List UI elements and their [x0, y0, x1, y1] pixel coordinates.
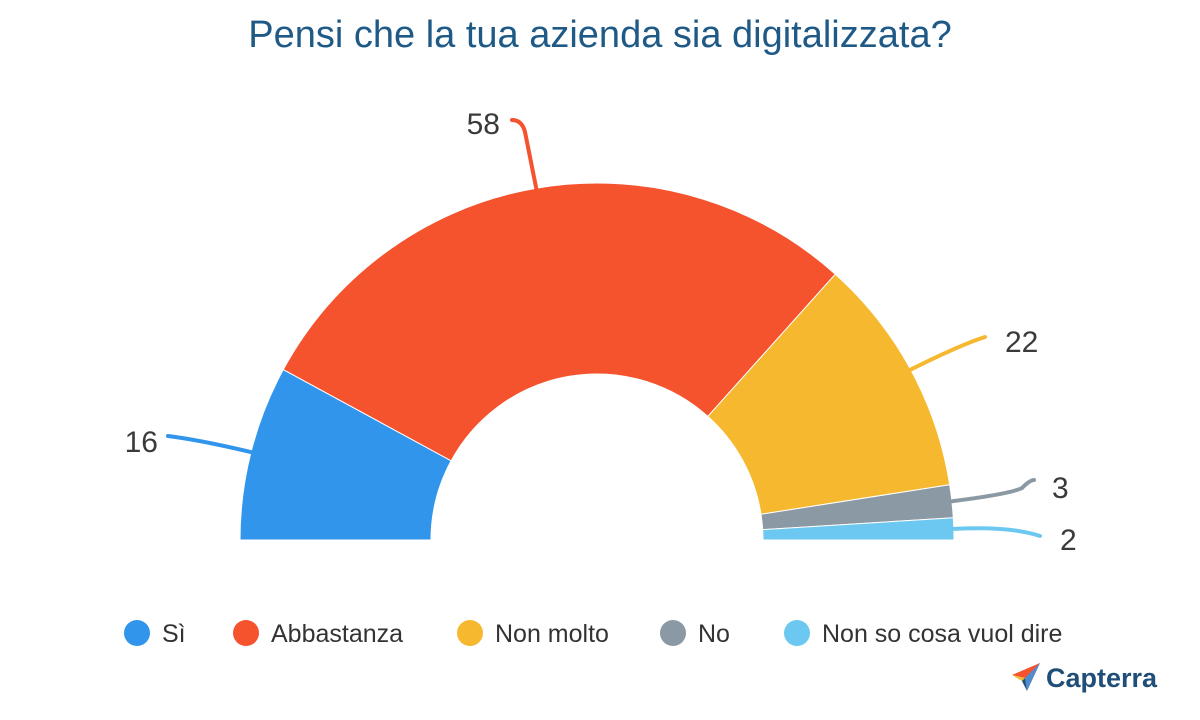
- legend-label-4: No: [698, 620, 730, 648]
- leader-line-5: [951, 526, 1042, 538]
- leader-line-4: [949, 478, 1036, 504]
- capterra-logo-text: Capterra: [1046, 662, 1158, 693]
- capterra-arrow-icon: [1012, 663, 1040, 691]
- legend-label-1: Sì: [162, 620, 186, 648]
- data-label-4: 3: [1052, 472, 1069, 505]
- data-label-5: 2: [1060, 524, 1077, 557]
- legend-label-5: Non so cosa vuol dire: [822, 620, 1062, 648]
- legend-label-3: Non molto: [495, 620, 609, 648]
- data-label-2: 58: [467, 108, 500, 141]
- legend-marker-3: [457, 620, 483, 646]
- legend-marker-2: [233, 620, 259, 646]
- chart-data-labels: 16 58 22 3 2: [125, 108, 1077, 557]
- slice-5: [762, 517, 955, 541]
- capterra-logo: Capterra: [1010, 658, 1157, 698]
- data-label-1: 16: [125, 426, 158, 459]
- legend-marker-5: [784, 620, 810, 646]
- leader-line-2: [510, 118, 539, 191]
- data-label-3: 22: [1005, 326, 1038, 359]
- legend-label-2: Abbastanza: [271, 620, 403, 648]
- leader-line-3: [908, 335, 987, 372]
- slice-3: [707, 273, 951, 515]
- chart-slices: [239, 182, 955, 541]
- chart-legend: Sì Abbastanza Non molto No Non so cosa vuol …: [124, 620, 1062, 648]
- slice-2: [282, 182, 837, 462]
- legend-marker-4: [660, 620, 686, 646]
- leader-line-1: [166, 434, 253, 455]
- chart-title: Pensi che la tua azienda sia digitalizza…: [248, 14, 952, 56]
- legend-marker-1: [124, 620, 150, 646]
- chart-leader-lines: [166, 118, 1042, 538]
